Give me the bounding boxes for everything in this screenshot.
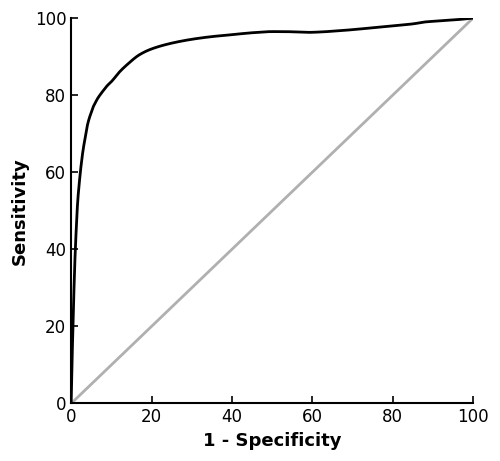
Y-axis label: Sensitivity: Sensitivity — [11, 157, 29, 265]
X-axis label: 1 - Specificity: 1 - Specificity — [203, 432, 342, 450]
